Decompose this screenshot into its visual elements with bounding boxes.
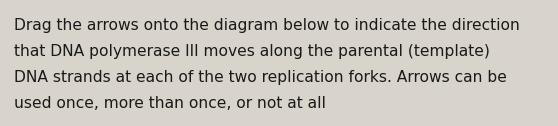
- Text: used once, more than once, or not at all: used once, more than once, or not at all: [14, 96, 326, 111]
- Text: DNA strands at each of the two replication forks. Arrows can be: DNA strands at each of the two replicati…: [14, 70, 507, 85]
- Text: Drag the arrows onto the diagram below to indicate the direction: Drag the arrows onto the diagram below t…: [14, 18, 520, 33]
- Text: that DNA polymerase III moves along the parental (template): that DNA polymerase III moves along the …: [14, 44, 490, 59]
